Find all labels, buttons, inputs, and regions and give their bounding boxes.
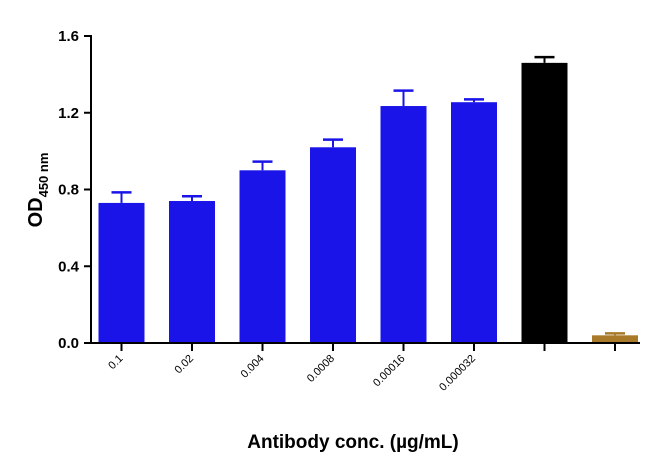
x-tick-label: 0.000032 xyxy=(437,353,478,394)
error-bars-group xyxy=(111,55,625,336)
bar xyxy=(592,335,638,343)
x-tick-label: 0.1 xyxy=(106,353,125,372)
bar xyxy=(310,147,356,343)
bar xyxy=(98,202,145,343)
y-axis-label: OD450 nm xyxy=(25,153,51,228)
bar xyxy=(239,170,286,343)
y-tick-label: 0.8 xyxy=(58,182,79,199)
y-ticks-group: 0.0 0.4 0.8 1.2 1.6 xyxy=(58,28,91,352)
x-tick-label: 0.0008 xyxy=(305,353,337,385)
x-ticks-group: 0.1 0.02 0.004 0.0008 0.00016 0.000032 xyxy=(106,343,616,394)
x-tick-label: 0.004 xyxy=(239,353,267,381)
bar xyxy=(380,106,427,343)
y-tick-label: 0.4 xyxy=(58,258,80,275)
y-tick-label: 0.0 xyxy=(58,335,79,352)
y-axis-label-subscript: 450 nm xyxy=(36,153,51,198)
x-tick-label: 0.02 xyxy=(172,353,196,377)
bar xyxy=(169,201,215,343)
bars-group xyxy=(98,62,638,344)
x-axis-label: Antibody conc. (µg/mL) xyxy=(247,432,459,453)
bar xyxy=(521,62,568,344)
x-tick-label: 0.00016 xyxy=(371,353,408,390)
y-tick-label: 1.2 xyxy=(58,105,79,122)
y-tick-label: 1.6 xyxy=(58,28,79,45)
bar xyxy=(451,102,497,344)
y-axis-label-main: OD xyxy=(25,197,47,227)
